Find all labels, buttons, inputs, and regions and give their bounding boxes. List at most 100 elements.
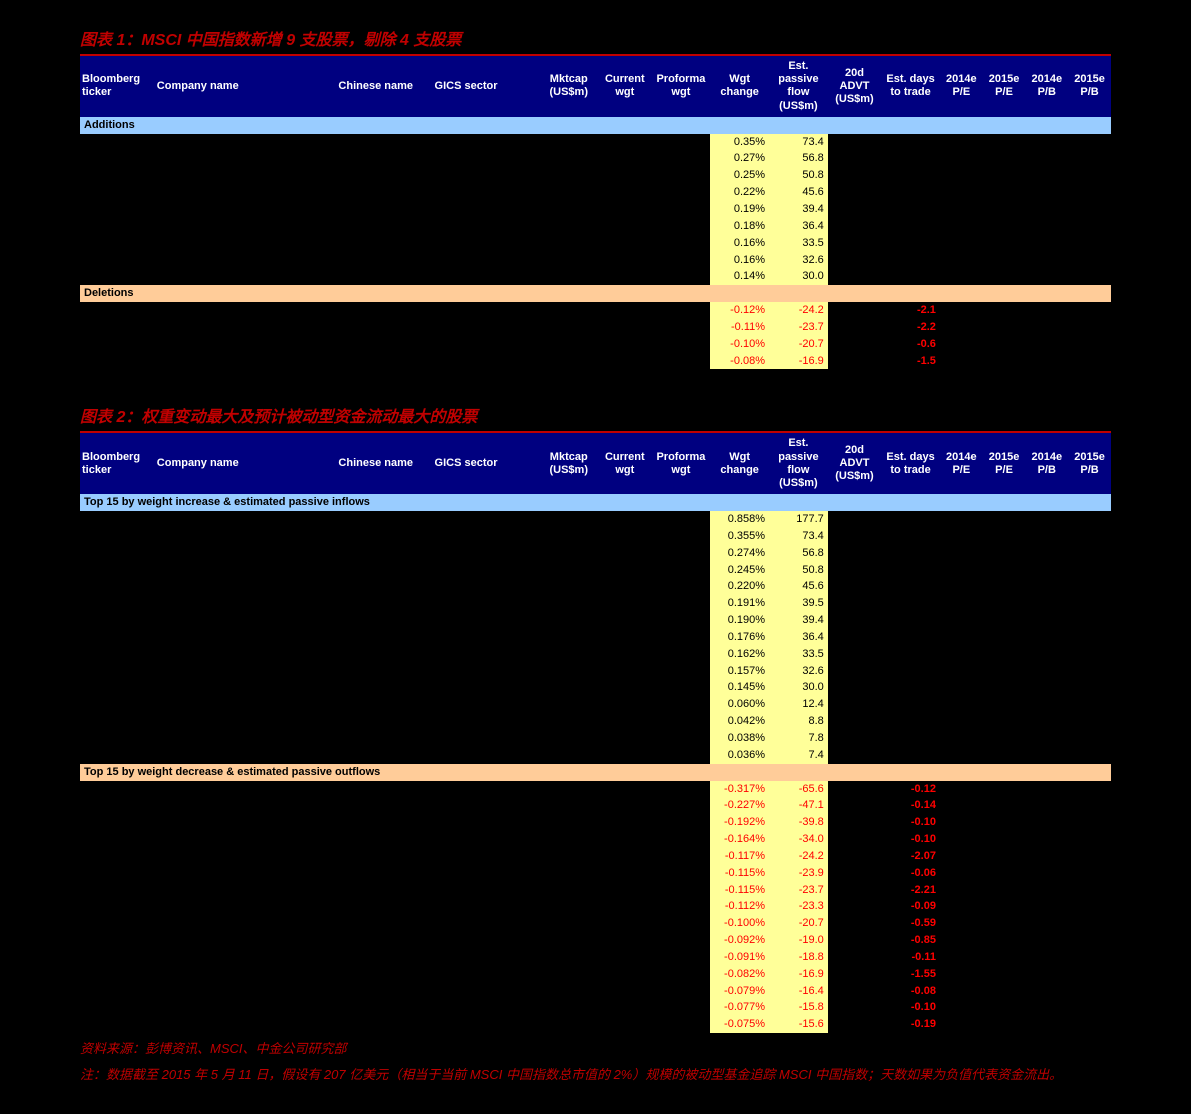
cell-wgt-change: -0.079%: [710, 983, 769, 1000]
th-flow: Est. passive flow (US$m): [769, 56, 828, 117]
cell-wgt-change: -0.112%: [710, 898, 769, 915]
cell-wgt-change: 0.18%: [710, 218, 769, 235]
cell-passive-flow: 39.5: [769, 595, 828, 612]
cell-passive-flow: 45.6: [769, 578, 828, 595]
cell-wgt-change: 0.060%: [710, 696, 769, 713]
table-row: -0.112%-23.3 -0.09: [80, 898, 1111, 915]
cell-days-to-trade: -0.19: [881, 1016, 940, 1033]
cell-days-to-trade: -2.21: [881, 882, 940, 899]
th-pb14: 2014e P/B: [1025, 56, 1068, 117]
cell-wgt-change: 0.355%: [710, 528, 769, 545]
cell-passive-flow: -16.9: [769, 966, 828, 983]
chart2-table: Bloomberg ticker Company name Chinese na…: [80, 433, 1111, 1033]
cell-days-to-trade: -0.08: [881, 983, 940, 1000]
table-row: 0.355%73.4: [80, 528, 1111, 545]
cell-passive-flow: 50.8: [769, 167, 828, 184]
table-row: 0.176%36.4: [80, 629, 1111, 646]
cell-wgt-change: 0.35%: [710, 134, 769, 151]
cell-days-to-trade: -0.09: [881, 898, 940, 915]
cell-wgt-change: -0.092%: [710, 932, 769, 949]
cell-wgt-change: 0.036%: [710, 747, 769, 764]
cell-wgt-change: 0.245%: [710, 562, 769, 579]
chart2-title: 图表 2：权重变动最大及预计被动型资金流动最大的股票: [80, 397, 1111, 433]
th-pb14: 2014e P/B: [1025, 433, 1068, 494]
table-row: -0.075%-15.6-0.19: [80, 1016, 1111, 1033]
cell-passive-flow: -47.1: [769, 797, 828, 814]
cell-passive-flow: -15.8: [769, 999, 828, 1016]
th-pe14: 2014e P/E: [940, 433, 983, 494]
th-pwgt: Proforma wgt: [652, 56, 711, 117]
cell-days-to-trade: -1.55: [881, 966, 940, 983]
th-pe15: 2015e P/E: [983, 433, 1026, 494]
footnote-source: 资料来源：彭博资讯、MSCI、中金公司研究部: [80, 1033, 1111, 1059]
table-row: 0.060%12.4: [80, 696, 1111, 713]
th-company: Company name: [155, 433, 337, 494]
cell-days-to-trade: -0.59: [881, 915, 940, 932]
table-row: 0.22%45.6: [80, 184, 1111, 201]
table-row: 0.145%30.0: [80, 679, 1111, 696]
cell-wgt-change: 0.190%: [710, 612, 769, 629]
section-row: Top 15 by weight increase & estimated pa…: [80, 494, 1111, 511]
table-row: -0.12%-24.2-2.1: [80, 302, 1111, 319]
cell-passive-flow: -19.0: [769, 932, 828, 949]
cell-wgt-change: -0.115%: [710, 865, 769, 882]
cell-wgt-change: 0.25%: [710, 167, 769, 184]
cell-wgt-change: 0.157%: [710, 663, 769, 680]
cell-wgt-change: -0.117%: [710, 848, 769, 865]
section-row: Additions: [80, 117, 1111, 134]
table-row: 0.35%73.4: [80, 134, 1111, 151]
cell-days-to-trade: -0.10: [881, 814, 940, 831]
cell-passive-flow: 36.4: [769, 218, 828, 235]
cell-passive-flow: -16.9: [769, 353, 828, 370]
cell-passive-flow: 50.8: [769, 562, 828, 579]
table-row: -0.115%-23.9-0.06: [80, 865, 1111, 882]
cell-passive-flow: 12.4: [769, 696, 828, 713]
footnote-note: 注：数据截至 2015 年 5 月 11 日，假设有 207 亿美元（相当于当前…: [80, 1059, 1111, 1085]
table-row: 0.162%33.5: [80, 646, 1111, 663]
chart1-table: Bloomberg ticker Company name Chinese na…: [80, 56, 1111, 369]
cell-passive-flow: -23.7: [769, 882, 828, 899]
table-row: -0.11%-23.7-2.2: [80, 319, 1111, 336]
cell-passive-flow: 30.0: [769, 679, 828, 696]
cell-passive-flow: -15.6: [769, 1016, 828, 1033]
cell-passive-flow: 36.4: [769, 629, 828, 646]
cell-wgt-change: -0.12%: [710, 302, 769, 319]
cell-passive-flow: 73.4: [769, 528, 828, 545]
th-company: Company name: [155, 56, 337, 117]
table-row: 0.18%36.4: [80, 218, 1111, 235]
cell-passive-flow: 7.8: [769, 730, 828, 747]
table-row: 0.220%45.6: [80, 578, 1111, 595]
cell-passive-flow: -23.3: [769, 898, 828, 915]
cell-wgt-change: 0.042%: [710, 713, 769, 730]
cell-passive-flow: 45.6: [769, 184, 828, 201]
cell-wgt-change: -0.082%: [710, 966, 769, 983]
table-row: 0.191%39.5: [80, 595, 1111, 612]
cell-passive-flow: 39.4: [769, 612, 828, 629]
th-pe15: 2015e P/E: [983, 56, 1026, 117]
table-row: -0.227%-47.1-0.14: [80, 797, 1111, 814]
table-row: -0.192%-39.8-0.10: [80, 814, 1111, 831]
cell-wgt-change: 0.27%: [710, 150, 769, 167]
cell-days-to-trade: -1.5: [881, 353, 940, 370]
table-row: -0.164%-34.0-0.10: [80, 831, 1111, 848]
cell-passive-flow: -23.9: [769, 865, 828, 882]
cell-wgt-change: 0.14%: [710, 268, 769, 285]
cell-passive-flow: 8.8: [769, 713, 828, 730]
cell-passive-flow: -16.4: [769, 983, 828, 1000]
cell-passive-flow: -24.2: [769, 848, 828, 865]
cell-wgt-change: 0.274%: [710, 545, 769, 562]
th-ticker: Bloomberg ticker: [80, 56, 155, 117]
table-row: -0.082%-16.9 -1.55: [80, 966, 1111, 983]
table-row: 0.858%177.7: [80, 511, 1111, 528]
cell-wgt-change: -0.11%: [710, 319, 769, 336]
table-row: -0.079%-16.4 -0.08: [80, 983, 1111, 1000]
th-gics: GICS sector: [433, 433, 540, 494]
cell-wgt-change: 0.176%: [710, 629, 769, 646]
th-chinese: Chinese name: [336, 56, 432, 117]
cell-passive-flow: 177.7: [769, 511, 828, 528]
table-row: -0.317%-65.6-0.12: [80, 781, 1111, 798]
th-pe14: 2014e P/E: [940, 56, 983, 117]
cell-passive-flow: -39.8: [769, 814, 828, 831]
cell-passive-flow: 30.0: [769, 268, 828, 285]
cell-wgt-change: 0.220%: [710, 578, 769, 595]
